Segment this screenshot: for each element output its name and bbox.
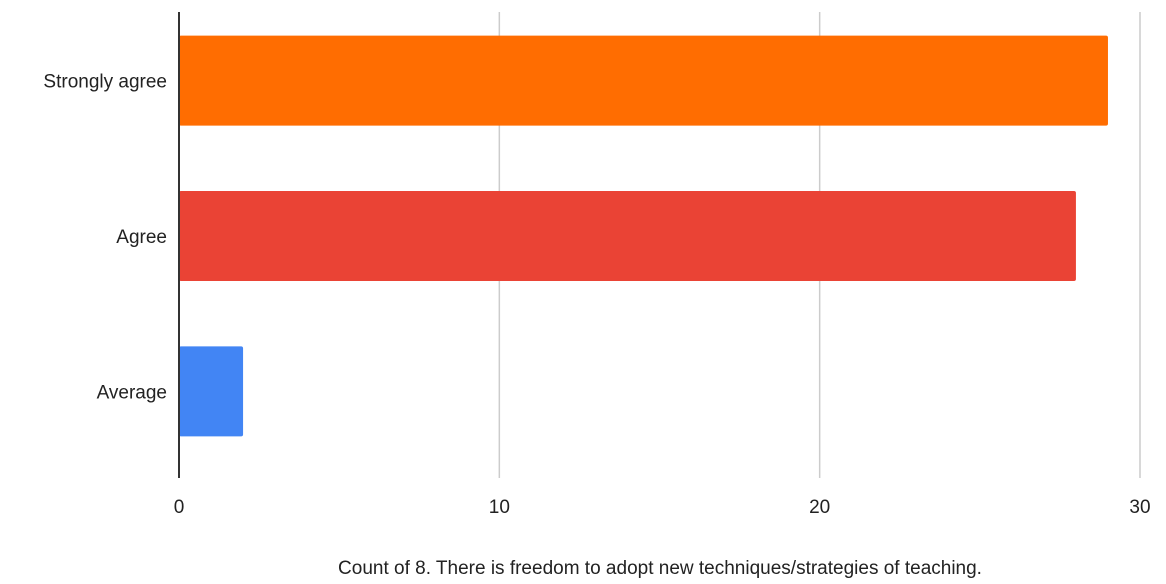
x-axis-title: Count of 8. There is freedom to adopt ne… [338,558,982,579]
bar-agree [179,191,1076,281]
y-category-label: Strongly agree [43,72,167,93]
y-axis-category-labels: Strongly agree Agree Average [43,72,167,404]
x-tick-label: 0 [174,497,185,518]
bar-strongly-agree [179,35,1108,126]
y-category-label: Average [97,382,167,403]
x-tick-label: 30 [1129,497,1150,518]
x-axis-ticks: 0 10 20 30 [174,497,1151,518]
x-tick-label: 20 [809,497,830,518]
bars [179,35,1108,437]
x-tick-label: 10 [489,497,510,518]
bar-average [179,346,244,437]
y-category-label: Agree [116,227,167,248]
